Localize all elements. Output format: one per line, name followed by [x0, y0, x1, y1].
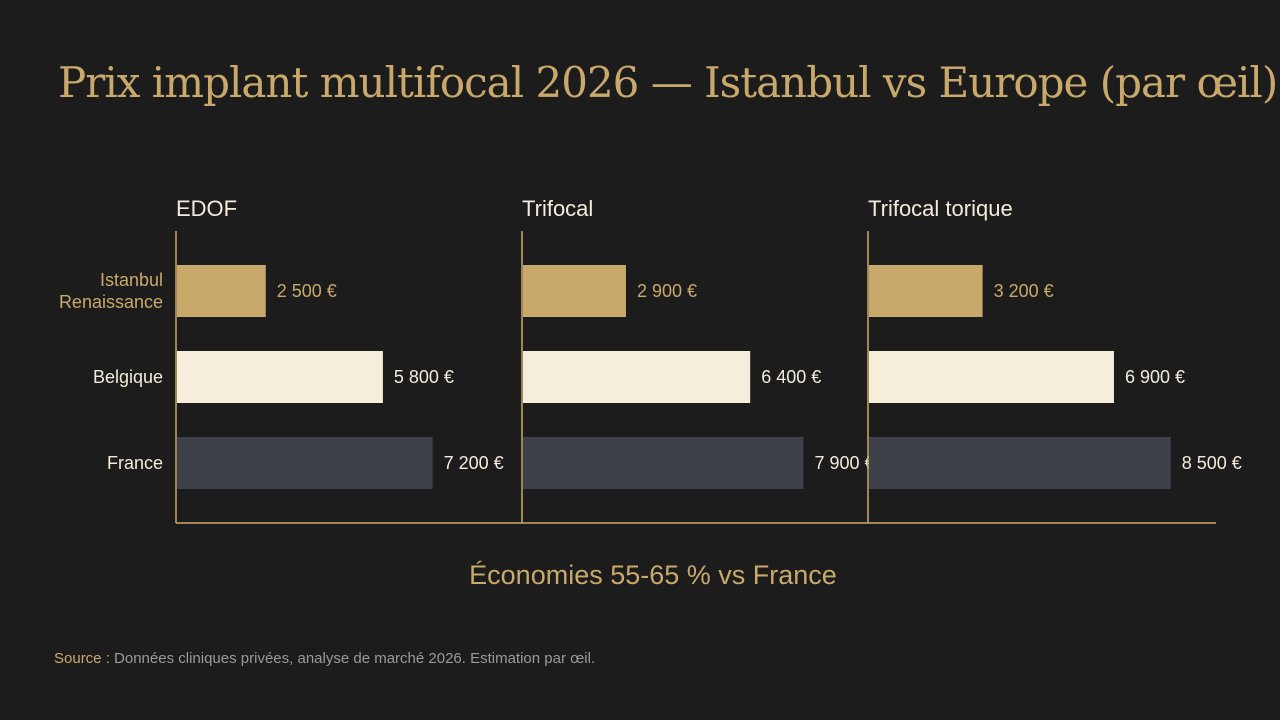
data-label: 6 900 € — [1125, 367, 1185, 387]
panel-title: Trifocal torique — [868, 196, 1013, 221]
panel-title: Trifocal — [522, 196, 593, 221]
bar — [869, 265, 983, 317]
data-label: 3 200 € — [994, 281, 1054, 301]
panel-title: EDOF — [176, 196, 237, 221]
data-label: 7 900 € — [814, 453, 874, 473]
chart-title: Prix implant multifocal 2026 — Istanbul … — [58, 58, 1278, 107]
bar — [177, 265, 266, 317]
data-label: 6 400 € — [761, 367, 821, 387]
data-label: 7 200 € — [444, 453, 504, 473]
data-label: 2 900 € — [637, 281, 697, 301]
bar — [177, 437, 433, 489]
category-label: Belgique — [93, 367, 163, 387]
data-label: 2 500 € — [277, 281, 337, 301]
bar — [523, 351, 751, 403]
source-label: Source : — [54, 650, 110, 667]
bar — [869, 437, 1171, 489]
bar — [869, 351, 1114, 403]
data-label: 8 500 € — [1182, 453, 1242, 473]
bar — [523, 265, 626, 317]
data-label: 5 800 € — [394, 367, 454, 387]
savings-note: Économies 55-65 % vs France — [469, 560, 837, 590]
source-text: Données cliniques privées, analyse de ma… — [109, 650, 596, 667]
bar — [177, 351, 383, 403]
bar — [523, 437, 804, 489]
source-note: Source : Données cliniques privées, anal… — [54, 650, 595, 667]
category-label: France — [107, 453, 163, 473]
category-label: Istanbul Renaissance — [59, 270, 163, 312]
